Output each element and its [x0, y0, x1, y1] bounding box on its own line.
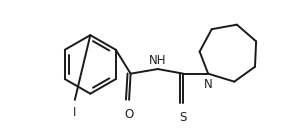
Text: S: S [180, 111, 187, 124]
Text: N: N [204, 78, 213, 90]
Text: I: I [73, 106, 76, 119]
Text: O: O [124, 108, 134, 121]
Text: NH: NH [149, 54, 166, 67]
